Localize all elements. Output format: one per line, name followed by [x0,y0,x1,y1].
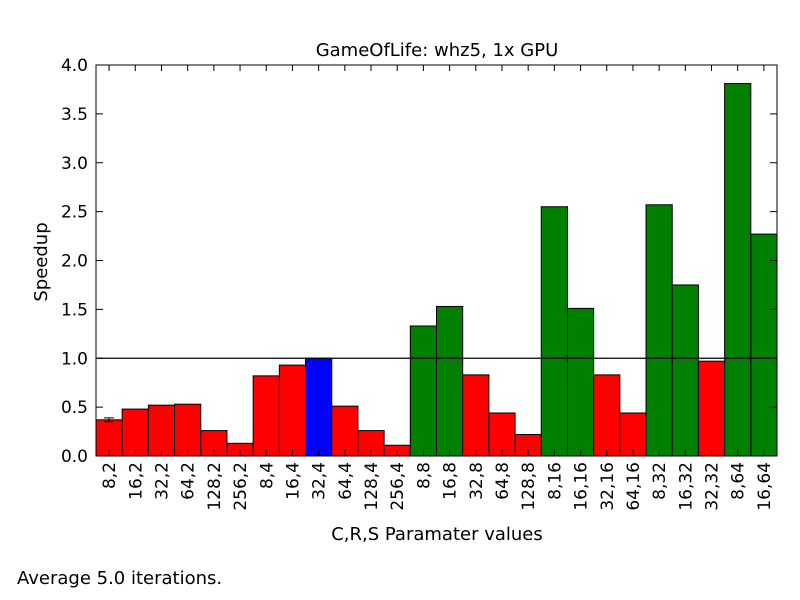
x-tick-label: 32,8 [467,462,487,500]
x-tick-label: 8,2 [100,462,120,489]
x-tick-label: 16,2 [126,462,146,500]
bar-16-8 [436,305,464,457]
bar-32-16 [593,374,621,457]
bar-16-16 [566,307,595,457]
x-tick-label: 64,16 [624,462,644,511]
x-axis-ticks: 8,2 16,2 32,2 64,2 128,2 256,2 8,4 16,4 32,4 64,4… [100,65,775,511]
x-tick-label: 32,2 [152,462,172,500]
x-tick-label: 64,4 [336,462,356,500]
bar-64-16 [619,412,647,457]
x-tick-label: 32,4 [310,462,330,500]
y-tick-label: 1.5 [61,300,88,320]
y-tick-label: 1.0 [61,349,88,369]
x-tick-label: 8,64 [729,462,749,500]
bar-32-4 [305,357,333,457]
x-tick-label: 128,8 [519,462,539,511]
x-tick-label: 256,2 [231,462,251,511]
error-bar [104,417,115,423]
y-axis-label: Speedup [31,222,52,301]
x-tick-label: 16,16 [572,462,592,511]
y-tick-label: 2.5 [61,203,88,223]
bar-8-16 [540,206,568,457]
bar-32-8 [462,374,490,457]
x-tick-label: 256,4 [388,462,408,511]
bar-8-4 [252,375,280,457]
y-tick-label: 2.0 [61,252,88,272]
bar-32-32 [697,360,726,457]
footnote: Average 5.0 iterations. [17,568,223,589]
x-tick-label: 64,8 [493,462,513,500]
x-tick-label: 16,32 [676,462,696,511]
x-axis-label: C,R,S Paramater values [331,524,543,545]
bar-64-2 [174,403,202,457]
x-tick-label: 8,32 [650,462,670,500]
x-tick-label: 64,2 [179,462,199,500]
x-tick-label: 8,16 [545,462,565,500]
y-tick-label: 0.0 [61,447,88,467]
x-tick-label: 8,8 [414,462,434,489]
bars-group [95,83,778,457]
y-tick-label: 3.0 [61,154,88,174]
x-tick-label: 16,8 [441,462,461,500]
y-axis-ticks: 0.0 0.5 1.0 1.5 2.0 2.5 3.0 3.5 4.0 [61,56,777,467]
x-tick-label: 16,4 [283,462,303,500]
chart-title: GameOfLife: whz5, 1x GPU [316,40,559,61]
bar-32-2 [147,404,176,457]
bar-16-32 [671,284,699,457]
bar-64-4 [331,405,359,457]
bar-16-2 [121,408,149,457]
y-tick-label: 3.5 [61,105,88,125]
x-tick-label: 32,16 [598,462,618,511]
bar-16-64 [750,233,778,457]
x-tick-label: 128,2 [205,462,225,511]
x-tick-label: 32,32 [703,462,723,511]
y-tick-label: 4.0 [61,56,88,76]
bar-16-4 [278,364,307,457]
bar-8-64 [724,83,752,457]
x-tick-label: 128,4 [362,462,382,511]
x-tick-label: 8,4 [257,462,277,489]
y-tick-label: 0.5 [61,398,88,418]
x-tick-label: 16,64 [755,462,775,511]
bar-64-8 [488,412,516,457]
bar-8-32 [645,204,673,457]
bar-8-8 [409,325,437,457]
